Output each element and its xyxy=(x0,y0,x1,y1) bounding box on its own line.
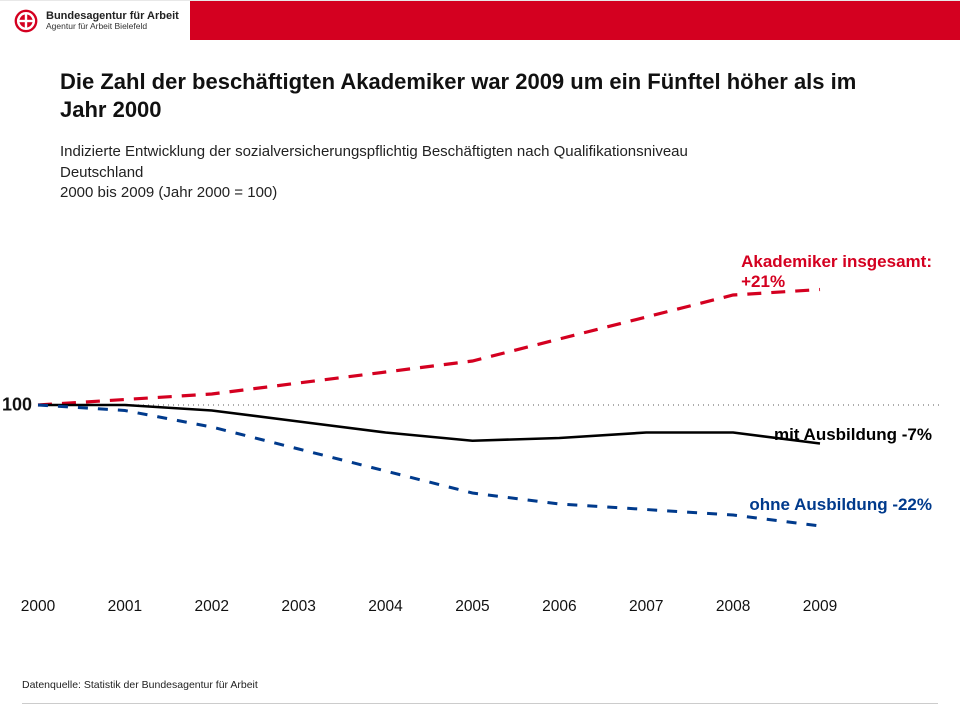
x-tick: 2004 xyxy=(368,598,402,616)
x-tick: 2008 xyxy=(716,598,750,616)
x-tick: 2000 xyxy=(21,598,55,616)
series-mit-ausbildung xyxy=(38,405,820,444)
header: Bundesagentur für Arbeit Agentur für Arb… xyxy=(0,0,960,40)
agency-subname: Agentur für Arbeit Bielefeld xyxy=(46,22,179,31)
series-akademiker xyxy=(38,290,820,406)
x-tick: 2009 xyxy=(803,598,837,616)
series-label-akademiker: Akademiker insgesamt:+21% xyxy=(741,252,932,293)
series-label-ohne-ausbildung: ohne Ausbildung -22% xyxy=(749,495,932,515)
page-subtitle: Indizierte Entwicklung der sozialversich… xyxy=(60,142,900,203)
x-tick: 2005 xyxy=(455,598,489,616)
series-label-mit-ausbildung: mit Ausbildung -7% xyxy=(774,425,932,445)
header-red-bar xyxy=(190,1,960,40)
line-chart: 100 Akademiker insgesamt:+21% mit Ausbild… xyxy=(0,220,960,610)
y-axis-ref-label: 100 xyxy=(2,395,32,416)
x-tick: 2006 xyxy=(542,598,576,616)
page-title: Die Zahl der beschäftigten Akademiker wa… xyxy=(60,68,900,124)
series-ohne-ausbildung xyxy=(38,405,820,526)
x-tick: 2003 xyxy=(281,598,315,616)
header-left: Bundesagentur für Arbeit Agentur für Arb… xyxy=(0,1,190,40)
footer-rule xyxy=(22,703,938,704)
x-tick: 2007 xyxy=(629,598,663,616)
x-tick: 2002 xyxy=(195,598,229,616)
agency-text: Bundesagentur für Arbeit Agentur für Arb… xyxy=(46,10,179,31)
ba-logo-icon xyxy=(14,9,38,33)
source-note: Datenquelle: Statistik der Bundesagentur… xyxy=(22,679,258,691)
content: Die Zahl der beschäftigten Akademiker wa… xyxy=(0,40,960,203)
x-tick: 2001 xyxy=(108,598,142,616)
